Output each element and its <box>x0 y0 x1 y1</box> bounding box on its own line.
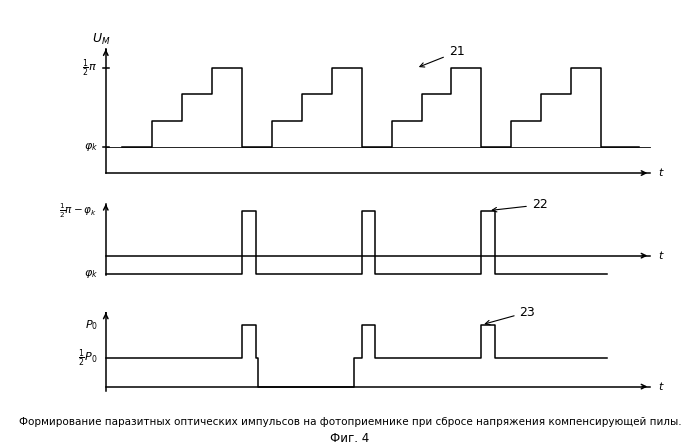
Text: $\frac{1}{2}P_0$: $\frac{1}{2}P_0$ <box>78 347 97 369</box>
Text: $\varphi_k$: $\varphi_k$ <box>83 267 97 280</box>
Text: Формирование паразитных оптических импульсов на фотоприемнике при сбросе напряже: Формирование паразитных оптических импул… <box>19 417 681 427</box>
Text: $\frac{1}{2}\pi$: $\frac{1}{2}\pi$ <box>83 57 97 79</box>
Text: $\frac{1}{2}\pi-\varphi_k$: $\frac{1}{2}\pi-\varphi_k$ <box>60 202 97 220</box>
Text: Фиг. 4: Фиг. 4 <box>330 431 370 445</box>
Text: $\varphi_k$: $\varphi_k$ <box>83 141 97 153</box>
Text: t: t <box>659 382 663 392</box>
Text: 21: 21 <box>420 46 465 67</box>
Text: 22: 22 <box>492 198 547 212</box>
Text: $U_M$: $U_M$ <box>92 32 111 47</box>
Text: t: t <box>659 168 663 178</box>
Text: 23: 23 <box>485 306 536 325</box>
Text: t: t <box>659 251 663 261</box>
Text: $P_0$: $P_0$ <box>85 318 97 332</box>
